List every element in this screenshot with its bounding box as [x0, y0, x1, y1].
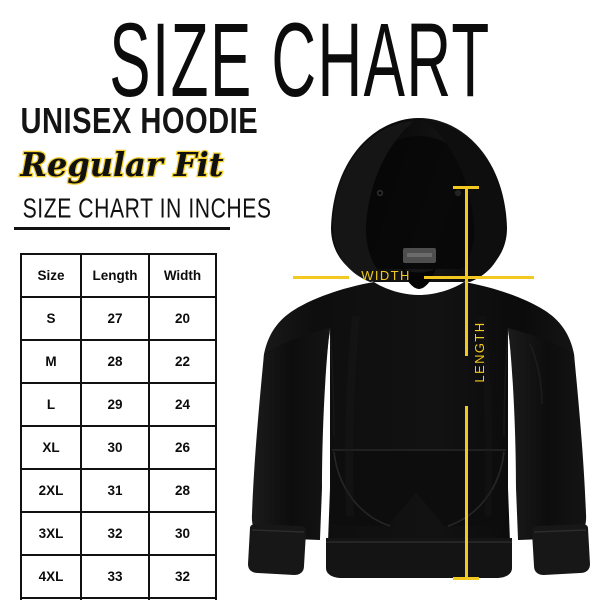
units-underline: [14, 227, 230, 230]
left-heading-block: UNISEX HOODIE Regular Fit SIZE CHART IN …: [14, 99, 272, 230]
neck-label-print: [407, 253, 432, 257]
cell-length: 27: [80, 296, 150, 341]
table-row: XL 30 26: [20, 425, 217, 470]
fabric-highlight-right: [478, 315, 493, 517]
hood-inner: [350, 136, 488, 269]
right-sleeve-fold: [529, 343, 543, 405]
cell-width: 30: [148, 511, 217, 556]
eyelet-right: [454, 189, 462, 197]
cell-width: 22: [148, 339, 217, 384]
cell-width: 26: [148, 425, 217, 470]
left-sleeve: [251, 328, 330, 539]
table-row: 4XL 33 32: [20, 554, 217, 599]
hem-rib: [326, 538, 512, 578]
kangaroo-pocket: [330, 450, 506, 526]
cell-length: 31: [80, 468, 150, 513]
left-cuff: [248, 524, 306, 575]
cell-size: 3XL: [20, 511, 82, 556]
fit-heading: Regular Fit: [19, 145, 225, 184]
cell-width: 32: [148, 554, 217, 599]
column-header-width: Width: [148, 253, 217, 298]
cell-size: 2XL: [20, 468, 82, 513]
table-header-row: Size Length Width: [20, 253, 217, 298]
right-shoulder-seam: [503, 327, 509, 437]
eyelet-left-hole: [378, 191, 382, 195]
cell-width: 24: [148, 382, 217, 427]
hood-left-overlap: [332, 121, 414, 282]
cell-length: 34: [80, 597, 150, 600]
right-cuff-seam: [533, 529, 587, 533]
pocket-left-opening: [333, 451, 391, 527]
table-row: 5XL 34 34: [20, 597, 217, 600]
page-title: SIZE CHART: [109, 1, 491, 120]
cell-length: 32: [80, 511, 150, 556]
table-row: M 28 22: [20, 339, 217, 384]
neck-opening: [402, 268, 436, 289]
cell-size: 5XL: [20, 597, 82, 600]
cell-width: 28: [148, 468, 217, 513]
cell-length: 33: [80, 554, 150, 599]
column-header-length: Length: [80, 253, 150, 298]
table-row: S 27 20: [20, 296, 217, 341]
pocket-right-opening: [447, 451, 505, 527]
table-row: 3XL 32 30: [20, 511, 217, 556]
hood-right-overlap: [426, 121, 506, 282]
table-row: 2XL 31 28: [20, 468, 217, 513]
cell-length: 30: [80, 425, 150, 470]
cell-size: S: [20, 296, 82, 341]
left-cuff-seam: [251, 529, 305, 533]
table-row: L 29 24: [20, 382, 217, 427]
cell-size: 4XL: [20, 554, 82, 599]
cell-width: 34: [148, 597, 217, 600]
right-cuff: [532, 524, 590, 575]
column-header-size: Size: [20, 253, 82, 298]
cell-length: 28: [80, 339, 150, 384]
right-sleeve: [508, 328, 587, 539]
size-table: Size Length Width S 27 20 M 28 22 L 29 2…: [20, 253, 217, 600]
hoodie-graphic: [248, 118, 590, 578]
cell-width: 20: [148, 296, 217, 341]
product-heading: UNISEX HOODIE: [20, 99, 259, 142]
cell-size: XL: [20, 425, 82, 470]
left-shoulder-seam: [329, 327, 335, 437]
units-heading: SIZE CHART IN INCHES: [22, 192, 272, 224]
cell-size: M: [20, 339, 82, 384]
cell-size: L: [20, 382, 82, 427]
cell-length: 29: [80, 382, 150, 427]
fabric-highlight-left: [345, 315, 360, 517]
hoodie-illustration: [238, 96, 600, 596]
